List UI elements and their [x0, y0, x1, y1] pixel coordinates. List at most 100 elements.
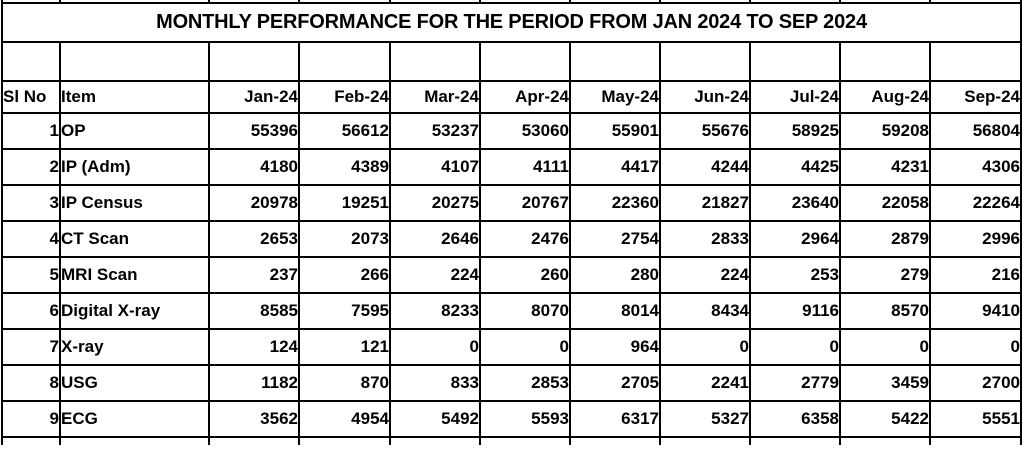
value-cell: 20767 — [479, 184, 571, 222]
value-cell: 833 — [389, 364, 481, 402]
value-cell: 8014 — [569, 292, 661, 330]
grid-cell — [659, 436, 751, 445]
value-cell: 4389 — [298, 148, 391, 186]
value-cell: 9116 — [749, 292, 841, 330]
value-cell: 55396 — [208, 112, 300, 150]
empty-cell — [208, 41, 300, 82]
column-header: Mar-24 — [389, 80, 481, 114]
value-cell: 7595 — [298, 292, 391, 330]
value-cell: 121 — [298, 328, 391, 366]
item-cell: USG — [59, 364, 210, 402]
empty-cell — [569, 41, 661, 82]
value-cell: 2853 — [479, 364, 571, 402]
empty-cell — [929, 41, 1022, 82]
value-cell: 0 — [839, 328, 931, 366]
value-cell: 216 — [929, 256, 1022, 294]
value-cell: 5492 — [389, 400, 481, 438]
sl-no-cell: 7 — [1, 328, 61, 366]
value-cell: 0 — [389, 328, 481, 366]
value-cell: 2241 — [659, 364, 751, 402]
value-cell: 8070 — [479, 292, 571, 330]
value-cell: 2653 — [208, 220, 300, 258]
performance-table: MONTHLY PERFORMANCE FOR THE PERIOD FROM … — [1, 0, 1022, 445]
value-cell: 4244 — [659, 148, 751, 186]
grid-cell — [479, 436, 571, 445]
value-cell: 2779 — [749, 364, 841, 402]
column-header: May-24 — [569, 80, 661, 114]
value-cell: 8434 — [659, 292, 751, 330]
table-row: 8 USG 1182 870 833 2853 2705 2241 2779 3459 2700 — [1, 364, 1022, 402]
table-row: 6 Digital X-ray 8585 7595 8233 8070 8014 8434 91… — [1, 292, 1022, 330]
grid-cell — [569, 0, 661, 4]
value-cell: 20978 — [208, 184, 300, 222]
value-cell: 4111 — [479, 148, 571, 186]
value-cell: 2833 — [659, 220, 751, 258]
column-header: Aug-24 — [839, 80, 931, 114]
value-cell: 5327 — [659, 400, 751, 438]
item-cell: OP — [59, 112, 210, 150]
value-cell: 4107 — [389, 148, 481, 186]
value-cell: 2700 — [929, 364, 1022, 402]
value-cell: 5422 — [839, 400, 931, 438]
value-cell: 2964 — [749, 220, 841, 258]
value-cell: 8233 — [389, 292, 481, 330]
grid-cell — [839, 0, 931, 4]
sl-no-cell: 1 — [1, 112, 61, 150]
value-cell: 8585 — [208, 292, 300, 330]
value-cell: 5551 — [929, 400, 1022, 438]
empty-cell — [479, 41, 571, 82]
value-cell: 0 — [749, 328, 841, 366]
value-cell: 6358 — [749, 400, 841, 438]
value-cell: 224 — [389, 256, 481, 294]
column-header: Jul-24 — [749, 80, 841, 114]
value-cell: 237 — [208, 256, 300, 294]
value-cell: 3459 — [839, 364, 931, 402]
sl-no-cell: 6 — [1, 292, 61, 330]
value-cell: 6317 — [569, 400, 661, 438]
value-cell: 4954 — [298, 400, 391, 438]
sl-no-cell: 3 — [1, 184, 61, 222]
grid-cell — [298, 0, 391, 4]
grid-cell — [1, 436, 61, 445]
column-header: Sl No — [1, 80, 61, 114]
grid-cell — [569, 436, 661, 445]
value-cell: 0 — [479, 328, 571, 366]
grid-cell — [659, 0, 751, 4]
item-cell: Digital X-ray — [59, 292, 210, 330]
item-cell: ECG — [59, 400, 210, 438]
grid-cell — [749, 0, 841, 4]
value-cell: 23640 — [749, 184, 841, 222]
value-cell: 1182 — [208, 364, 300, 402]
value-cell: 5593 — [479, 400, 571, 438]
value-cell: 58925 — [749, 112, 841, 150]
table-title: MONTHLY PERFORMANCE FOR THE PERIOD FROM … — [1, 2, 1022, 43]
value-cell: 2754 — [569, 220, 661, 258]
item-cell: CT Scan — [59, 220, 210, 258]
value-cell: 2476 — [479, 220, 571, 258]
grid-cell — [59, 0, 210, 4]
value-cell: 2646 — [389, 220, 481, 258]
value-cell: 260 — [479, 256, 571, 294]
value-cell: 4417 — [569, 148, 661, 186]
item-cell: MRI Scan — [59, 256, 210, 294]
value-cell: 2879 — [839, 220, 931, 258]
value-cell: 56804 — [929, 112, 1022, 150]
grid-cell — [208, 0, 300, 4]
column-header: Sep-24 — [929, 80, 1022, 114]
value-cell: 22360 — [569, 184, 661, 222]
sl-no-cell: 4 — [1, 220, 61, 258]
value-cell: 280 — [569, 256, 661, 294]
grid-cell — [1, 0, 61, 4]
table-row: 3 IP Census 20978 19251 20275 20767 22360 21827… — [1, 184, 1022, 222]
sl-no-cell: 8 — [1, 364, 61, 402]
value-cell: 53237 — [389, 112, 481, 150]
item-cell: IP Census — [59, 184, 210, 222]
value-cell: 253 — [749, 256, 841, 294]
grid-cell — [389, 0, 481, 4]
column-header: Jan-24 — [208, 80, 300, 114]
value-cell: 870 — [298, 364, 391, 402]
grid-cell — [479, 0, 571, 4]
table-row: 2 IP (Adm) 4180 4389 4107 4111 4417 4244 4425 423… — [1, 148, 1022, 186]
table-row: 7 X-ray 124 121 0 0 964 0 0 0 0 — [1, 328, 1022, 366]
